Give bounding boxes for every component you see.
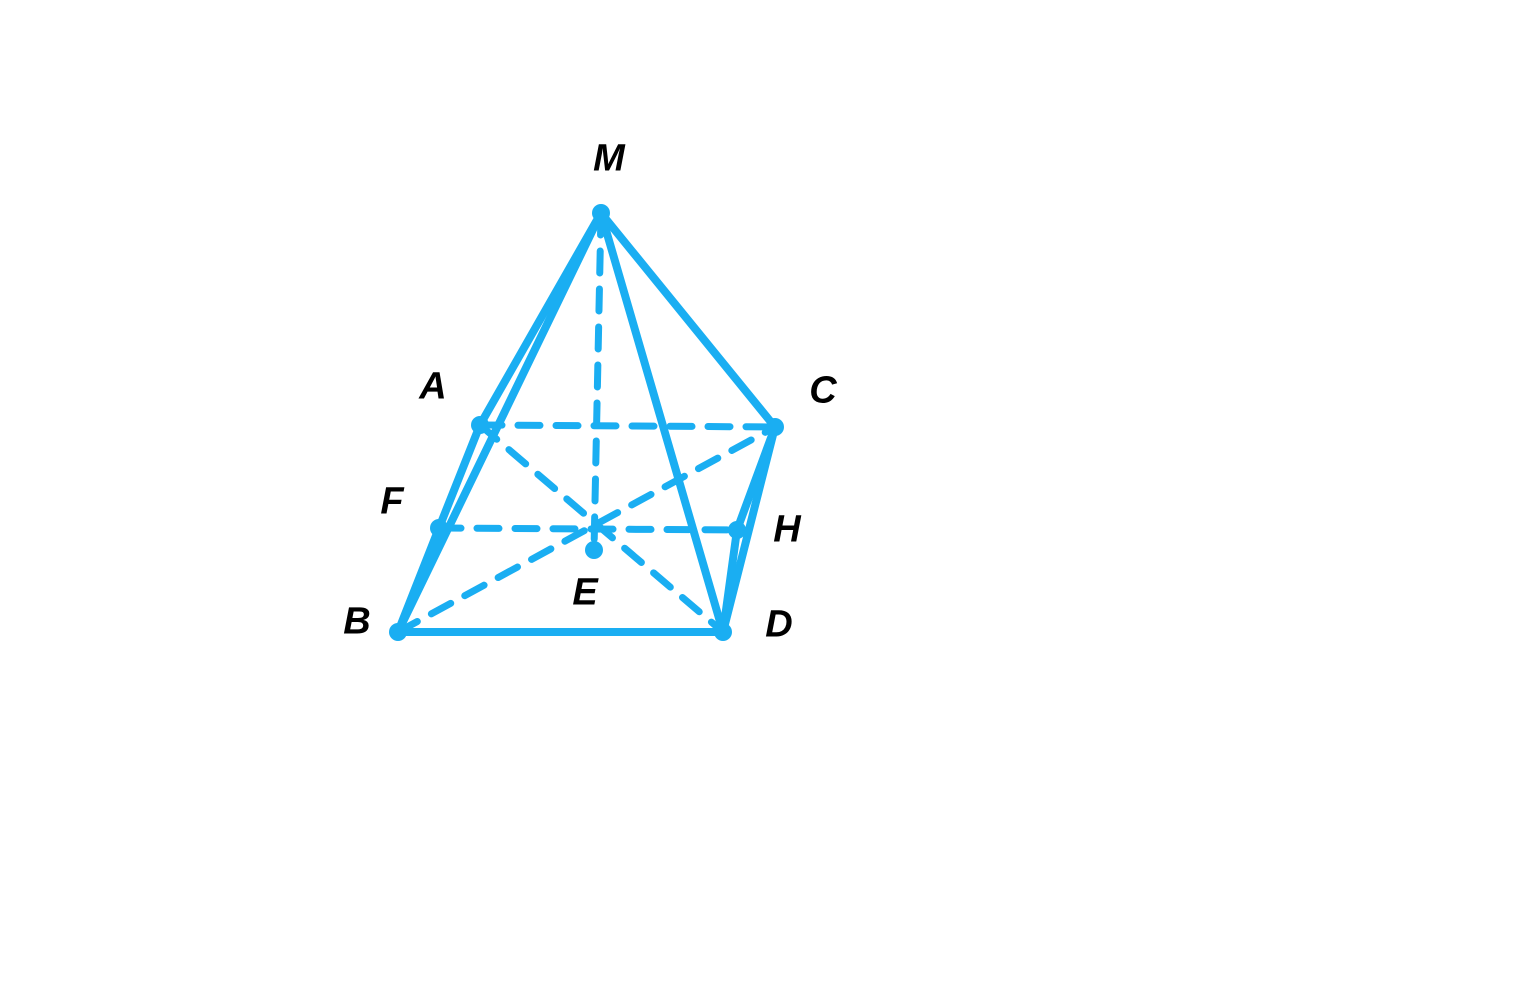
label-F: F [380, 481, 403, 524]
label-A: A [419, 366, 446, 409]
vertex-C [766, 418, 784, 436]
label-D: D [765, 604, 792, 647]
label-H: H [773, 509, 800, 552]
edge-M-D [601, 213, 723, 632]
vertex-B [389, 623, 407, 641]
label-B: B [343, 601, 370, 644]
edge-A-C [480, 425, 775, 427]
label-C: C [809, 370, 836, 413]
edge-M-A [480, 213, 601, 425]
label-E: E [572, 572, 597, 615]
vertex-F [430, 519, 448, 537]
vertex-M [592, 204, 610, 222]
vertex-A [471, 416, 489, 434]
pyramid-diagram [0, 0, 1536, 999]
label-M: M [593, 138, 625, 181]
diagram-container: M A C F H E B D [0, 0, 1536, 999]
edge-M-E [594, 213, 601, 550]
vertex-H [728, 521, 746, 539]
vertex-E [585, 541, 603, 559]
vertex-D [714, 623, 732, 641]
edge-M-C [601, 213, 775, 427]
